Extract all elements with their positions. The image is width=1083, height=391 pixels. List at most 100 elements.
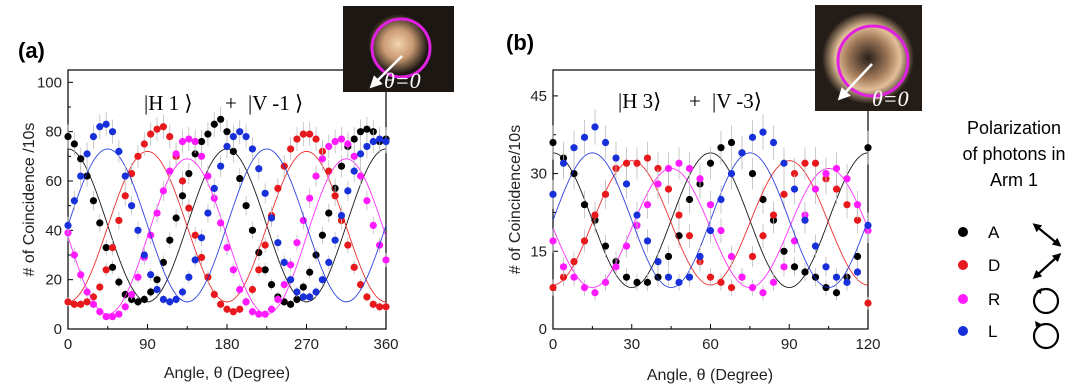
inset-a-label: θ=0 — [384, 68, 421, 93]
data-point-d — [601, 190, 610, 198]
data-point-l — [748, 133, 757, 141]
data-point-l — [654, 258, 662, 266]
data-point-r — [369, 221, 377, 229]
data-point-a — [77, 155, 85, 163]
data-point-a — [242, 202, 250, 210]
fit-ring-a — [370, 17, 432, 79]
data-point-r — [580, 283, 589, 292]
legend-marker-d — [958, 260, 968, 270]
data-point-d — [363, 293, 371, 301]
data-point-d — [102, 266, 110, 274]
data-point-a — [570, 170, 578, 178]
data-point-l — [153, 285, 161, 294]
data-point-a — [210, 120, 218, 128]
data-point-r — [267, 305, 276, 313]
data-point-d — [549, 283, 557, 292]
data-point-a — [748, 170, 757, 178]
data-point-d — [801, 159, 809, 167]
panel-a: (a) 0 90 180 270 360 0 20 40 60 80 100 Angle, θ (De… — [18, 6, 454, 382]
data-point-l — [580, 133, 589, 141]
data-point-l — [356, 150, 365, 158]
inset-b-label: θ=0 — [872, 86, 909, 111]
data-point-d — [147, 130, 155, 138]
data-point-d — [811, 159, 820, 167]
x-tick-label: 0 — [549, 336, 557, 353]
data-point-l — [822, 263, 830, 271]
legend-marker-l — [958, 326, 968, 336]
data-point-l — [727, 170, 736, 178]
data-point-d — [780, 190, 788, 198]
legend-title-line-3: Arm 1 — [990, 170, 1038, 190]
data-point-d — [223, 305, 231, 313]
left-circular-arrowhead-icon — [1035, 321, 1041, 327]
data-point-l — [115, 147, 123, 155]
legend-label-d: D — [988, 256, 1000, 275]
data-point-l — [134, 226, 142, 234]
data-point-a — [236, 174, 244, 183]
state-a-right-ket: |V -1 ⟩ — [248, 91, 303, 115]
data-point-r — [591, 289, 599, 297]
data-point-r — [559, 263, 568, 271]
data-point-l — [325, 258, 333, 266]
data-point-d — [717, 278, 725, 286]
x-tick-label: 360 — [373, 336, 398, 353]
data-point-r — [248, 308, 257, 316]
data-point-a — [153, 276, 161, 284]
data-point-r — [696, 175, 704, 183]
data-point-l — [210, 184, 218, 192]
y-tick-label: 30 — [530, 166, 547, 183]
data-point-l — [382, 137, 390, 146]
legend-marker-r — [958, 294, 968, 304]
data-point-d — [790, 170, 799, 178]
x-axis-label: Angle, θ (Degree) — [647, 367, 773, 384]
data-point-a — [633, 278, 641, 286]
data-point-d — [570, 258, 578, 266]
x-tick-label: 90 — [139, 336, 156, 353]
data-point-l — [102, 120, 110, 128]
data-point-a — [159, 258, 167, 266]
data-point-a — [299, 283, 307, 291]
data-point-r — [331, 137, 339, 146]
state-a-left-ket: |H 1 ⟩ — [144, 91, 193, 115]
data-point-r — [312, 172, 320, 180]
data-point-d — [115, 216, 123, 225]
data-point-l — [89, 133, 98, 141]
data-point-a — [318, 231, 326, 239]
data-point-d — [229, 308, 237, 316]
data-point-l — [591, 123, 599, 131]
data-point-r — [191, 137, 199, 146]
data-point-r — [748, 283, 757, 292]
panel-b-label: (b) — [506, 30, 534, 55]
data-point-l — [559, 159, 568, 167]
data-point-l — [706, 226, 715, 235]
data-point-l — [759, 128, 767, 136]
data-point-d — [287, 145, 295, 153]
data-point-a — [102, 244, 110, 252]
data-point-r — [197, 152, 206, 160]
beam-spot-a — [368, 14, 428, 74]
data-point-a — [549, 138, 557, 147]
y-tick-label: 20 — [45, 272, 62, 289]
data-point-r — [134, 273, 142, 281]
data-point-a — [780, 247, 788, 255]
data-point-l — [64, 221, 72, 229]
data-point-r — [293, 239, 301, 247]
data-point-r — [769, 278, 778, 286]
right-circular-arrowhead-icon — [1036, 288, 1042, 294]
data-point-r — [108, 313, 117, 321]
data-point-a — [853, 252, 862, 261]
y-tick-label: 60 — [45, 173, 62, 190]
data-point-d — [580, 237, 589, 245]
data-point-d — [255, 266, 263, 274]
data-point-a — [172, 214, 180, 222]
data-point-l — [376, 135, 384, 143]
data-point-r — [83, 288, 91, 296]
data-point-a — [261, 266, 269, 274]
data-point-l — [790, 185, 799, 193]
data-point-a — [191, 150, 199, 158]
data-point-d — [108, 244, 117, 252]
data-point-d — [759, 232, 767, 240]
data-point-a — [643, 278, 652, 286]
data-point-l — [696, 252, 704, 261]
data-point-d — [382, 303, 390, 311]
